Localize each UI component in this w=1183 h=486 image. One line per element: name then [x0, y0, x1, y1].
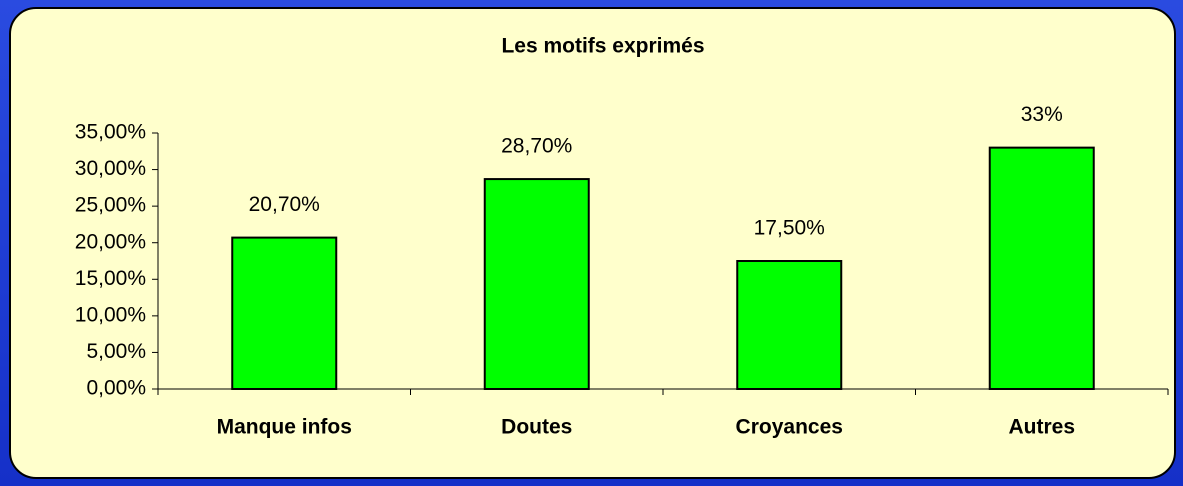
bar	[231, 236, 338, 390]
y-tick-label: 20,00%	[75, 230, 146, 253]
y-tick-label: 0,00%	[86, 377, 146, 400]
x-tick-label: Manque infos	[217, 416, 352, 439]
x-tick-label: Croyances	[736, 416, 843, 439]
bar	[483, 178, 590, 390]
data-label: 28,70%	[501, 135, 572, 158]
y-tick-label: 25,00%	[75, 194, 146, 217]
y-tick-label: 5,00%	[86, 340, 146, 363]
x-tick-label: Doutes	[501, 416, 572, 439]
y-tick-label: 35,00%	[75, 121, 146, 144]
bar	[988, 146, 1095, 390]
y-tick-label: 10,00%	[75, 303, 146, 326]
data-label: 17,50%	[754, 217, 825, 240]
bar	[736, 260, 843, 390]
data-label: 33%	[1021, 103, 1063, 126]
y-tick-label: 15,00%	[75, 267, 146, 290]
chart-title: Les motifs exprimés	[501, 35, 704, 58]
data-label: 20,70%	[249, 193, 320, 216]
y-tick-label: 30,00%	[75, 157, 146, 180]
x-tick-label: Autres	[1008, 416, 1075, 439]
